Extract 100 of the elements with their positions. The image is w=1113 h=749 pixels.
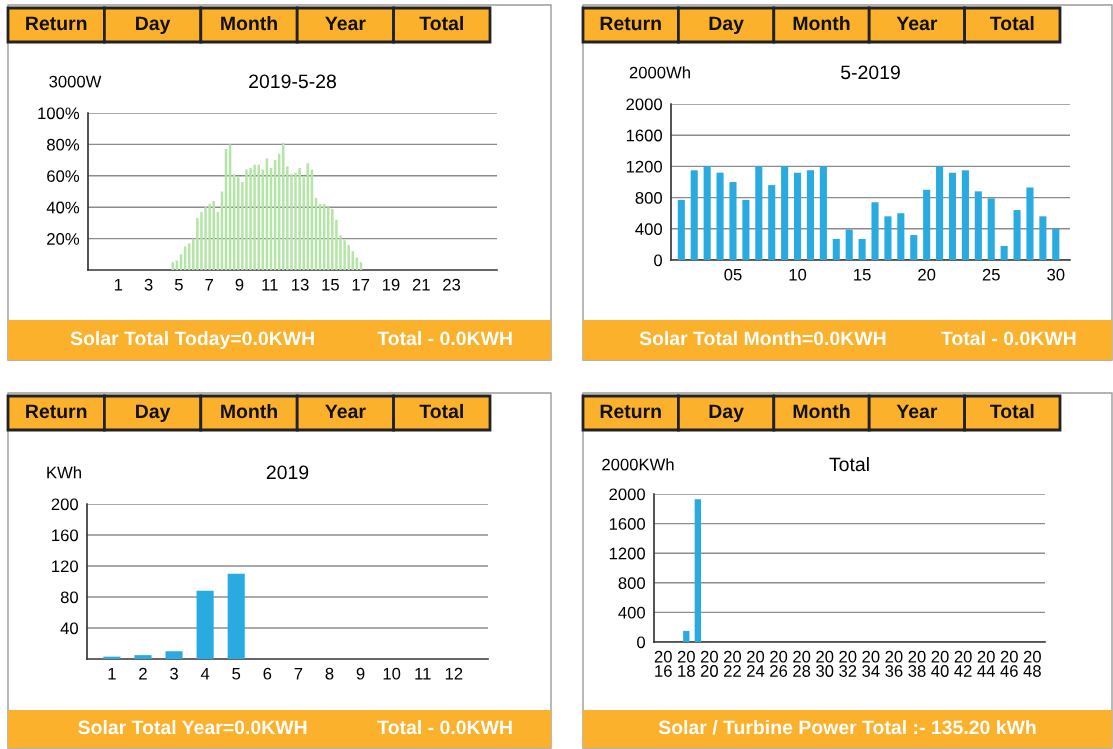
bar [134,655,152,659]
bar [910,235,918,260]
text: Solar / Turbine Power Total :- 135.20 kWh [658,719,1036,735]
bar [961,170,969,260]
bar [294,172,297,270]
x-tick-label: 30 [1047,268,1065,281]
x-tick-label: 20 [918,268,936,281]
y-axis-title: 2000Wh [629,66,690,79]
bar [212,200,215,270]
text: Month [221,15,277,31]
bar [208,204,211,270]
x-tick-label: 1 [108,667,116,680]
x-tick-label: 15 [854,268,871,281]
x-tick-label: 20 36 [885,650,903,677]
x-tick-label: 20 20 [700,650,718,677]
y-tick-label: 160 [52,529,79,542]
x-tick-label: 10 [383,667,401,680]
bar [690,170,698,260]
y-axis-title: 2000KWh [602,458,674,471]
text: Return [26,16,87,31]
y-tick-label: 200 [51,498,79,511]
y-tick-label: 1600 [626,129,663,142]
x-tick-label: 3 [170,667,178,680]
bar [897,213,905,260]
text: Year [896,404,938,419]
text: Return [600,16,661,31]
text: Month [221,403,277,419]
bar [768,185,776,260]
x-tick-label: 11 [415,667,431,680]
text: Total [419,403,463,419]
x-tick-label: 11 [262,278,278,291]
x-tick-label: 8 [325,667,334,680]
text: Month [793,403,850,419]
text: Total - 0.0KWH [941,330,1076,346]
x-tick-label: 20 42 [954,650,972,677]
x-tick-label: 20 18 [677,650,695,677]
x-tick-label: 9 [356,667,365,680]
y-tick-label: 60% [47,170,80,182]
bar [281,142,285,270]
x-tick-label: 5 [174,278,183,291]
y-tick-label: 80 [60,591,79,604]
bar [845,229,853,260]
x-tick-label: 5 [232,667,241,680]
x-tick-label: 20 40 [931,650,949,677]
bar [196,590,214,659]
x-tick-label: 25 [982,268,1000,281]
x-tick-label: 05 [724,268,742,281]
bar [331,208,334,270]
text: Total [990,15,1034,31]
bar [974,191,982,260]
y-tick-label: 400 [618,606,646,619]
bar [1013,210,1021,260]
bar [858,238,866,260]
x-tick-label: 1 [114,278,123,291]
x-tick-label: 21 [412,278,430,291]
x-tick-label: 17 [352,278,370,291]
chart-title: Total [829,456,869,472]
text: Total [990,403,1034,419]
bar [923,189,931,260]
x-tick-label: 9 [235,278,244,291]
bar [1039,216,1047,260]
bar [253,164,256,270]
x-tick-label: 7 [294,667,303,680]
y-tick-label: 1200 [609,547,646,560]
bar [245,169,248,270]
text: Day [709,16,744,35]
bar [1052,228,1060,260]
y-tick-label: 1200 [626,160,663,173]
text: Return [26,404,87,419]
bar [1026,187,1034,260]
bar [703,166,711,260]
bar [742,199,750,260]
y-tick-label: 800 [635,192,663,204]
bar [1000,245,1008,260]
y-tick-label: 120 [52,560,79,573]
y-tick-label: 0 [654,254,663,267]
bar [204,207,207,270]
x-tick-label: 20 34 [862,650,880,677]
chart-title: 5-2019 [841,65,900,80]
x-tick-label: 10 [789,268,807,281]
x-tick-label: 20 44 [977,650,995,677]
y-axis-title: KWh [47,466,81,479]
y-tick-label: 2000 [626,98,663,111]
chart-title: 2019 [266,465,309,480]
x-tick-label: 20 28 [793,650,811,677]
bar [806,170,815,260]
y-tick-label: 40 [60,622,79,635]
y-axis-title: 3000W [49,75,102,88]
text: Day [709,404,744,423]
text: Month [793,15,850,31]
y-tick-label: 800 [618,577,646,589]
x-tick-label: 20 26 [770,650,788,677]
text: Day [136,404,171,423]
x-tick-label: 13 [292,278,309,291]
x-tick-label: 20 22 [724,650,742,677]
text: Solar Total Month=0.0KWH [639,330,886,346]
bar [948,172,957,260]
bar [755,166,763,260]
x-tick-label: 2 [139,667,147,680]
bar [871,202,879,260]
